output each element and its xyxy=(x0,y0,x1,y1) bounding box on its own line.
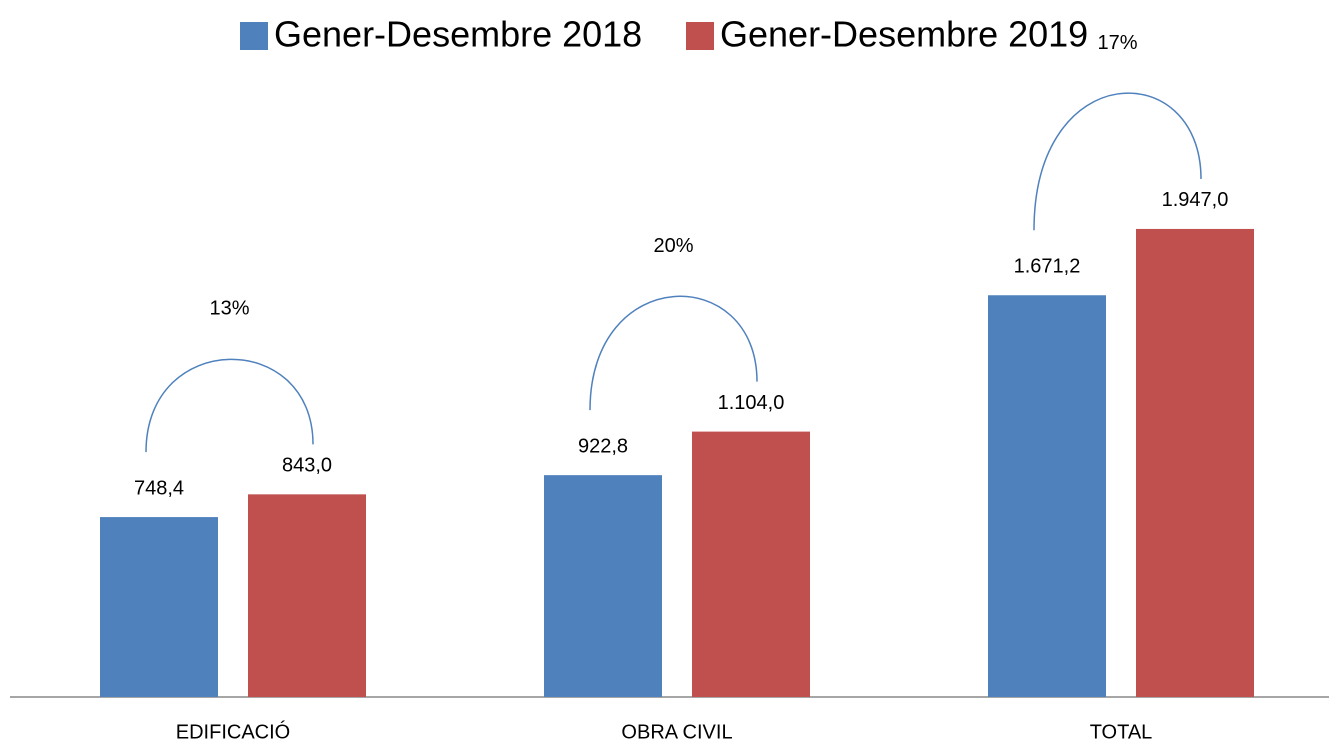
data-label: 1.104,0 xyxy=(718,392,785,414)
legend-label: Gener-Desembre 2019 xyxy=(720,14,1088,55)
legend-swatch xyxy=(240,22,268,50)
bar xyxy=(1136,228,1254,697)
x-tick-label: OBRA CIVIL xyxy=(621,721,732,743)
change-label: 20% xyxy=(653,235,693,257)
legend-swatch xyxy=(686,22,714,50)
x-tick-label: TOTAL xyxy=(1090,721,1153,743)
change-arc xyxy=(589,295,758,411)
data-label: 748,4 xyxy=(134,477,184,499)
data-label: 1.947,0 xyxy=(1162,189,1229,211)
data-label: 843,0 xyxy=(282,455,332,477)
bar xyxy=(692,431,810,697)
change-arc xyxy=(145,358,314,453)
data-label: 922,8 xyxy=(578,435,628,457)
legend-label: Gener-Desembre 2018 xyxy=(274,14,642,55)
x-tick-label: EDIFICACIÓ xyxy=(176,720,290,743)
bar xyxy=(100,517,218,697)
bar xyxy=(544,475,662,697)
change-label: 13% xyxy=(209,298,249,320)
change-label: 17% xyxy=(1097,32,1137,54)
change-arc xyxy=(1033,92,1202,231)
data-label: 1.671,2 xyxy=(1014,256,1081,278)
bar xyxy=(248,494,366,697)
bar xyxy=(988,295,1106,697)
